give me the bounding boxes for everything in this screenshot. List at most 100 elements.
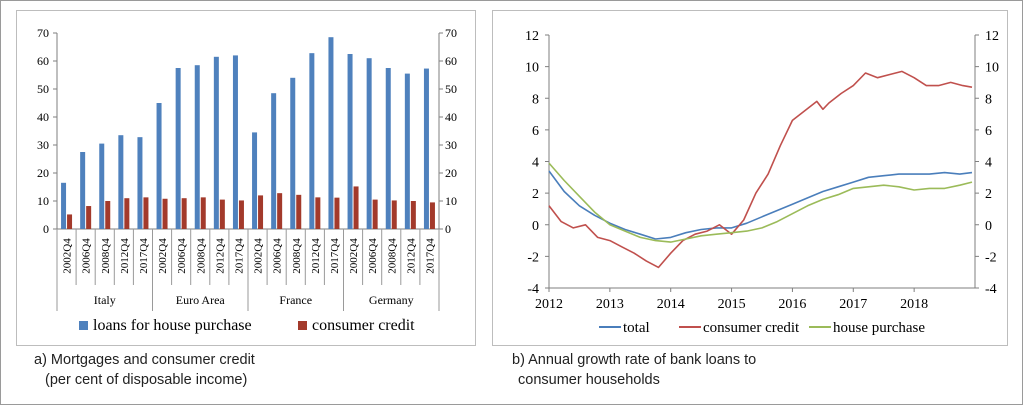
y-tick-label-right: 10 bbox=[445, 194, 457, 208]
bar-consumer-credit bbox=[372, 199, 378, 229]
x-tick-label: 2012Q4 bbox=[119, 238, 131, 274]
bar-consumer-credit bbox=[258, 195, 264, 229]
bar-consumer-credit bbox=[105, 201, 111, 229]
bar-house-purchase bbox=[404, 73, 410, 229]
caption-b-line1: b) Annual growth rate of bank loans to bbox=[512, 352, 757, 368]
bar-consumer-credit bbox=[353, 186, 359, 229]
bar-house-purchase bbox=[385, 68, 391, 229]
y-tick-label-right: 20 bbox=[445, 166, 457, 180]
x-tick-label: 2002Q4 bbox=[348, 238, 360, 274]
y-tick-label-left: 40 bbox=[37, 110, 49, 124]
x-tick-label: 2012 bbox=[535, 297, 563, 312]
x-tick-label: 2008Q4 bbox=[195, 238, 207, 274]
bar-house-purchase bbox=[156, 103, 162, 229]
bar-consumer-credit bbox=[86, 206, 92, 229]
bar-house-purchase bbox=[61, 182, 67, 229]
bar-consumer-credit bbox=[429, 202, 435, 229]
y-tick-label-right: 10 bbox=[985, 61, 999, 76]
y-tick-label-left: 0 bbox=[532, 219, 539, 234]
bar-consumer-credit bbox=[277, 193, 283, 229]
legend-label-house-purchase: house purchase bbox=[833, 320, 925, 336]
y-tick-label-right: 0 bbox=[985, 219, 992, 234]
y-tick-label-right: 6 bbox=[985, 124, 992, 139]
bar-house-purchase bbox=[118, 135, 124, 229]
x-tick-label: 2017Q4 bbox=[233, 238, 245, 274]
group-label: Euro Area bbox=[176, 293, 226, 307]
x-tick-label: 2017Q4 bbox=[424, 238, 436, 274]
y-tick-label-right: -2 bbox=[985, 250, 997, 265]
y-tick-label-right: 40 bbox=[445, 110, 457, 124]
x-tick-label: 2006Q4 bbox=[81, 238, 93, 274]
y-tick-label-right: 70 bbox=[445, 26, 457, 40]
x-tick-label: 2008Q4 bbox=[291, 238, 303, 274]
caption-b-line2: consumer households bbox=[518, 372, 660, 388]
caption-a-line1: a) Mortgages and consumer credit bbox=[34, 352, 255, 368]
x-tick-label: 2008Q4 bbox=[100, 238, 112, 274]
x-tick-label: 2013 bbox=[596, 297, 624, 312]
y-tick-label-right: 60 bbox=[445, 54, 457, 68]
x-tick-label: 2017Q4 bbox=[138, 238, 150, 274]
legend-label-consumer-credit: consumer credit bbox=[703, 320, 800, 336]
bar-house-purchase bbox=[328, 37, 334, 230]
bar-house-purchase bbox=[99, 143, 105, 229]
y-tick-label-left: -4 bbox=[527, 282, 539, 297]
series-line-consumer-credit bbox=[548, 70, 973, 269]
panel-b-box: -4 -4 -2 -2 0 0 2 2 4 4 6 6 8 8 10 10 12 12 2012 2013 2014 20… bbox=[492, 10, 1008, 346]
x-tick-label: 2006Q4 bbox=[367, 238, 379, 274]
bar-consumer-credit bbox=[315, 197, 321, 229]
bar-consumer-credit bbox=[67, 214, 73, 229]
y-tick-label-left: 10 bbox=[37, 194, 49, 208]
y-tick-label-right: 4 bbox=[985, 156, 992, 171]
y-tick-label-left: -2 bbox=[527, 250, 539, 265]
bar-consumer-credit bbox=[143, 197, 149, 229]
bar-consumer-credit bbox=[200, 197, 206, 229]
y-tick-label-left: 6 bbox=[532, 124, 539, 139]
x-tick-label: 2012Q4 bbox=[405, 238, 417, 274]
bar-consumer-credit bbox=[181, 198, 187, 229]
line-chart-growth: -4 -4 -2 -2 0 0 2 2 4 4 6 6 8 8 10 10 12 12 2012 2013 2014 20… bbox=[525, 29, 999, 336]
bar-house-purchase bbox=[347, 54, 353, 229]
series-line-total bbox=[548, 170, 973, 240]
x-tick-label: 2006Q4 bbox=[272, 238, 284, 274]
y-tick-label-right: 0 bbox=[445, 222, 451, 236]
bar-house-purchase bbox=[175, 68, 181, 229]
bar-house-purchase bbox=[423, 68, 429, 229]
y-tick-label-left: 70 bbox=[37, 26, 49, 40]
x-tick-label: 2002Q4 bbox=[157, 238, 169, 274]
series-line-house-purchase bbox=[548, 162, 973, 243]
y-tick-label-left: 12 bbox=[525, 29, 539, 44]
bar-house-purchase bbox=[366, 58, 372, 230]
x-tick-label: 2015 bbox=[718, 297, 746, 312]
bar-consumer-credit bbox=[391, 200, 397, 229]
x-tick-label: 2008Q4 bbox=[386, 238, 398, 274]
bar-house-purchase bbox=[290, 77, 296, 229]
y-tick-label-left: 0 bbox=[43, 222, 49, 236]
bar-chart-mortgages: 0 0 10 10 20 20 30 30 40 40 50 50 60 60 70 70 2002Q4 2006… bbox=[37, 26, 457, 334]
group-label: Germany bbox=[369, 293, 414, 307]
legend-label-total: total bbox=[623, 320, 650, 336]
legend-label-consumer-credit: consumer credit bbox=[312, 317, 415, 334]
bar-consumer-credit bbox=[124, 198, 130, 229]
bar-house-purchase bbox=[213, 56, 219, 229]
y-tick-label-left: 60 bbox=[37, 54, 49, 68]
x-tick-label: 2002Q4 bbox=[253, 238, 265, 274]
bar-house-purchase bbox=[137, 137, 143, 229]
bar-consumer-credit bbox=[162, 198, 168, 229]
x-tick-label: 2012Q4 bbox=[214, 238, 226, 274]
bar-house-purchase bbox=[309, 53, 315, 229]
y-tick-label-right: 2 bbox=[985, 187, 992, 202]
bar-consumer-credit bbox=[238, 200, 244, 229]
y-tick-label-right: 30 bbox=[445, 138, 457, 152]
bar-house-purchase bbox=[271, 93, 277, 229]
y-tick-label-right: 8 bbox=[985, 92, 992, 107]
bar-consumer-credit bbox=[296, 194, 302, 229]
x-tick-label: 2014 bbox=[657, 297, 685, 312]
y-tick-label-left: 10 bbox=[525, 61, 539, 76]
bar-house-purchase bbox=[232, 55, 238, 230]
y-tick-label-left: 30 bbox=[37, 138, 49, 152]
legend-label-house-purchase: loans for house purchase bbox=[93, 317, 252, 334]
y-tick-label-left: 50 bbox=[37, 82, 49, 96]
x-tick-label: 2012Q4 bbox=[310, 238, 322, 274]
panel-a-box: 0 0 10 10 20 20 30 30 40 40 50 50 60 60 70 70 2002Q4 2006… bbox=[16, 10, 476, 346]
y-tick-label-left: 20 bbox=[37, 166, 49, 180]
